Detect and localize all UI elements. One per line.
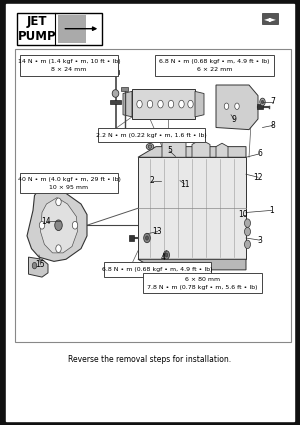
Text: 6.8 N • m (0.68 kgf • m, 4.9 ft • lb): 6.8 N • m (0.68 kgf • m, 4.9 ft • lb): [102, 267, 213, 272]
Polygon shape: [138, 259, 246, 270]
Ellipse shape: [137, 100, 142, 108]
FancyBboxPatch shape: [6, 4, 294, 421]
Text: PUMP: PUMP: [18, 30, 56, 43]
Ellipse shape: [56, 245, 61, 252]
Text: ◄►: ◄►: [263, 14, 277, 23]
Text: 9: 9: [232, 114, 236, 124]
Polygon shape: [132, 89, 195, 119]
Polygon shape: [121, 87, 128, 91]
FancyBboxPatch shape: [98, 128, 205, 142]
Polygon shape: [129, 235, 134, 241]
Text: 14 N • m (1.4 kgf • m, 10 ft • lb): 14 N • m (1.4 kgf • m, 10 ft • lb): [18, 59, 120, 64]
Text: 8 × 24 mm: 8 × 24 mm: [51, 68, 87, 72]
Text: 3: 3: [257, 235, 262, 245]
Polygon shape: [112, 70, 119, 74]
FancyBboxPatch shape: [15, 49, 291, 342]
Ellipse shape: [32, 263, 37, 269]
Polygon shape: [192, 139, 210, 157]
Ellipse shape: [56, 198, 61, 206]
Ellipse shape: [147, 100, 153, 108]
Text: 10 × 95 mm: 10 × 95 mm: [50, 185, 88, 190]
Polygon shape: [162, 130, 186, 157]
FancyBboxPatch shape: [104, 262, 211, 277]
Ellipse shape: [179, 100, 184, 108]
Polygon shape: [40, 198, 77, 253]
Ellipse shape: [244, 227, 250, 236]
Ellipse shape: [55, 220, 62, 230]
Text: 14: 14: [42, 216, 51, 226]
Ellipse shape: [188, 100, 193, 108]
Text: JET: JET: [27, 15, 47, 28]
Ellipse shape: [244, 240, 250, 249]
Ellipse shape: [146, 144, 154, 150]
Polygon shape: [28, 257, 48, 277]
Ellipse shape: [72, 221, 78, 229]
Ellipse shape: [148, 145, 152, 148]
Text: 10: 10: [238, 210, 248, 219]
Text: 5: 5: [167, 146, 172, 156]
Polygon shape: [216, 143, 228, 157]
Text: 6: 6: [257, 149, 262, 159]
Text: 6 × 80 mm: 6 × 80 mm: [185, 277, 220, 282]
Polygon shape: [138, 147, 246, 157]
Ellipse shape: [235, 103, 239, 110]
Text: 2.2 N • m (0.22 kgf • m, 1.6 ft • lb): 2.2 N • m (0.22 kgf • m, 1.6 ft • lb): [96, 133, 207, 138]
Ellipse shape: [260, 98, 265, 106]
Polygon shape: [216, 85, 258, 130]
Text: 7: 7: [271, 97, 275, 107]
Polygon shape: [27, 189, 87, 261]
Ellipse shape: [164, 251, 169, 259]
FancyBboxPatch shape: [58, 15, 86, 42]
Ellipse shape: [144, 233, 150, 243]
Polygon shape: [110, 100, 121, 104]
Ellipse shape: [39, 221, 45, 229]
Text: 13: 13: [153, 227, 162, 236]
Text: 1: 1: [269, 206, 274, 215]
Text: 6 × 22 mm: 6 × 22 mm: [197, 68, 232, 72]
FancyBboxPatch shape: [20, 173, 118, 193]
Polygon shape: [138, 157, 246, 259]
Polygon shape: [123, 91, 132, 117]
Text: 12: 12: [253, 173, 263, 182]
Polygon shape: [256, 104, 262, 109]
Text: 40 N • m (4.0 kgf • m, 29 ft • lb): 40 N • m (4.0 kgf • m, 29 ft • lb): [18, 177, 120, 182]
Text: 6.8 N • m (0.68 kgf • m, 4.9 ft • lb): 6.8 N • m (0.68 kgf • m, 4.9 ft • lb): [159, 59, 270, 64]
Text: 7.8 N • m (0.78 kgf • m, 5.6 ft • lb): 7.8 N • m (0.78 kgf • m, 5.6 ft • lb): [147, 285, 258, 290]
Text: 11: 11: [180, 179, 189, 189]
Ellipse shape: [112, 90, 119, 97]
Ellipse shape: [168, 100, 174, 108]
Text: 4: 4: [161, 252, 166, 262]
Ellipse shape: [244, 219, 250, 227]
Text: 8: 8: [271, 121, 275, 130]
Ellipse shape: [165, 253, 168, 257]
FancyBboxPatch shape: [20, 55, 118, 76]
Ellipse shape: [158, 100, 163, 108]
Text: 2: 2: [149, 176, 154, 185]
Ellipse shape: [224, 103, 229, 110]
Ellipse shape: [261, 100, 264, 104]
Polygon shape: [195, 91, 204, 117]
FancyBboxPatch shape: [16, 13, 102, 45]
Text: Reverse the removal steps for installation.: Reverse the removal steps for installati…: [68, 354, 232, 364]
FancyBboxPatch shape: [155, 55, 274, 76]
Ellipse shape: [146, 236, 148, 240]
Polygon shape: [128, 264, 136, 269]
FancyBboxPatch shape: [143, 273, 262, 293]
Text: 15: 15: [36, 260, 45, 269]
